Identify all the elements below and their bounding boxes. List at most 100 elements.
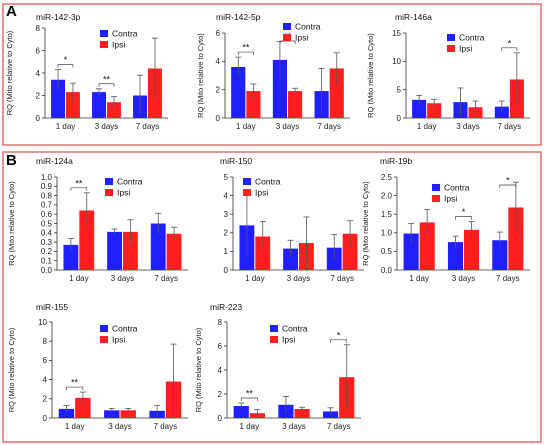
y-tick-label: 4 [216,57,221,66]
x-tick-label: 1 day [69,274,89,283]
x-tick-label: 7 days [136,122,160,131]
y-tick-label: 10 [38,318,47,327]
significance-marker: ** [246,389,254,399]
bar-ipsi-3-days [288,91,303,118]
y-tick-label: 2 [36,91,41,100]
significance-bracket [501,47,518,51]
bar-contra-1-day [412,99,427,118]
y-tick-label: 2 [218,390,223,399]
legend-label-ipsi: Ipsi [295,33,308,43]
y-tick-label: 4 [36,69,41,78]
bar-contra-1-day [58,408,75,418]
panel-a-frame [2,3,542,146]
significance-bracket [98,83,115,87]
significance-marker: ** [103,74,111,84]
significance-marker: ** [242,43,250,53]
y-axis-label: RQ (Mito relative to Cyto) [194,327,203,412]
legend-label-ipsi: Ipsi [112,335,125,345]
bar-ipsi-3-days [107,102,121,118]
chart-title: miR-146a [395,12,432,22]
bar-contra-3-days [283,248,298,270]
significance-bracket [455,216,472,220]
bar-ipsi-1-day [79,210,95,270]
bar-ipsi-1-day [66,92,80,118]
bar-contra-3-days [107,231,122,270]
chart-title: miR-150 [220,156,252,166]
bar-contra-1-day [231,67,246,118]
legend-label-contra: Contra [444,183,470,193]
bar-ipsi-3-days [464,229,480,270]
significance-bracket [57,64,74,68]
legend-swatch-contra [100,325,108,332]
legend-swatch-ipsi [100,41,108,48]
chart-title: miR-124a [36,156,73,166]
bar-ipsi-1-day [255,236,271,270]
significance-marker: ** [75,178,83,188]
significance-marker: * [462,207,466,217]
significance-bracket [70,187,88,191]
x-tick-label: 1 day [56,122,76,131]
legend-label-ipsi: Ipsi [112,40,125,50]
y-axis-label: RQ (Mito relative to Cyto) [5,30,14,115]
y-tick-label: 0.5 [381,247,393,256]
x-tick-label: 7 days [317,122,341,131]
significance-bracket [237,51,254,56]
y-tick-label: 0 [36,114,41,123]
bar-contra-7-days [492,240,508,270]
bar-ipsi-7-days [329,68,344,118]
y-tick-label: 2.0 [381,191,393,200]
bar-ipsi-7-days [166,233,182,270]
y-tick-label: 0.0 [41,266,53,275]
y-tick-label: 2.5 [381,173,393,182]
y-tick-label: 1.5 [381,210,393,219]
bar-contra-1-day [63,244,79,270]
y-tick-label: 2 [224,229,229,238]
panel-a-letter: A [6,3,17,20]
y-tick-label: 0 [224,266,229,275]
y-tick-label: 3 [224,210,229,219]
x-tick-label: 3 days [108,422,132,431]
legend-swatch-ipsi [447,45,455,52]
y-axis-label: RQ (Mito relative to Cyto) [366,33,375,118]
x-tick-label: 3 days [452,274,476,283]
significance-marker: * [506,176,510,186]
x-tick-label: 3 days [276,122,300,131]
y-tick-label: 0.4 [41,229,53,238]
y-tick-label: 1.0 [41,173,53,182]
chart-mir-146a: miR-146a 0 5 10 15 RQ (Mito relative to Cyto)… [366,12,530,131]
bar-ipsi-1-day [75,397,91,418]
x-tick-label: 3 days [282,422,306,431]
bar-ipsi-1-day [419,222,435,270]
x-tick-label: 7 days [154,422,178,431]
legend-label-contra: Contra [112,29,138,39]
legend-swatch-contra [432,184,440,191]
bar-ipsi-1-day [246,91,261,118]
y-tick-label: 0 [218,414,223,423]
significance-marker: * [508,38,512,48]
y-tick-label: 5 [397,85,402,94]
legend-swatch-ipsi [100,336,108,343]
y-tick-label: 4 [43,375,48,384]
y-tick-label: 15 [392,29,401,38]
x-tick-label: 3 days [95,122,119,131]
bar-contra-1-day [51,79,65,118]
y-tick-label: 6 [218,342,223,351]
panel-b-frame [2,151,542,443]
x-tick-label: 7 days [154,274,178,283]
y-tick-label: 4 [224,191,229,200]
significance-bracket [66,386,84,391]
legend-swatch-ipsi [105,189,113,196]
legend-label-contra: Contra [255,177,281,187]
legend-label-contra: Contra [117,177,143,187]
x-tick-label: 1 day [236,122,256,131]
legend-label-ipsi: Ipsi [117,188,130,198]
y-axis-label: RQ (Mito relative to Cyto) [7,181,16,266]
y-tick-label: 6 [36,46,41,55]
y-tick-label: 0.3 [41,238,53,247]
legend-swatch-contra [100,30,108,37]
legend-swatch-ipsi [283,34,291,41]
legend-label-contra: Contra [295,22,321,32]
bar-contra-3-days [104,410,120,418]
